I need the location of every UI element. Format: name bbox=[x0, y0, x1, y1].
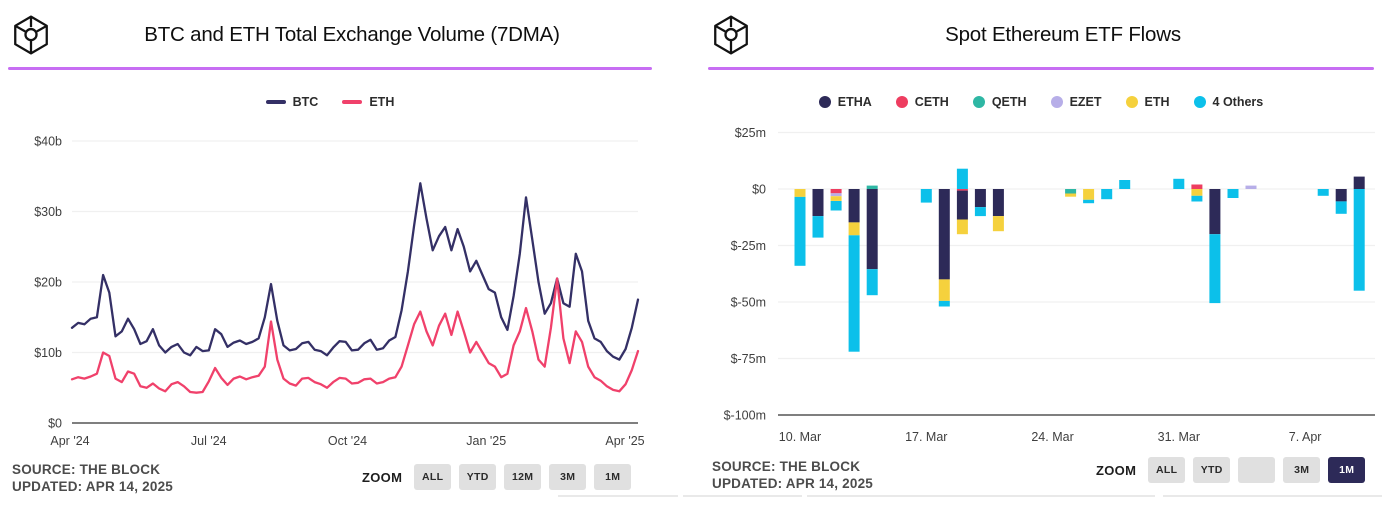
svg-text:$0: $0 bbox=[752, 183, 766, 197]
legend-dash-icon bbox=[265, 100, 286, 104]
legend-label: ETH bbox=[1144, 95, 1170, 109]
legend-item-ezet[interactable]: EZET bbox=[1050, 95, 1102, 109]
legend-dot-icon bbox=[895, 96, 908, 108]
zoom-button-all[interactable]: ALL bbox=[1148, 457, 1186, 483]
legend-item-btc[interactable]: BTC bbox=[265, 95, 319, 109]
right-zoom-controls: ZOOM ALL YTD 3M 1M bbox=[1096, 457, 1366, 483]
svg-text:$20b: $20b bbox=[34, 276, 62, 290]
right-zoom-label: ZOOM bbox=[1096, 462, 1137, 478]
svg-text:Apr '24: Apr '24 bbox=[50, 434, 89, 448]
right-header: Spot Ethereum ETF Flows bbox=[708, 8, 1374, 62]
legend-dash-icon bbox=[342, 100, 363, 104]
legend-label: 4 Others bbox=[1212, 95, 1264, 109]
zoom-button-12m[interactable]: 12M bbox=[504, 464, 542, 490]
panel-etf-flows: Spot Ethereum ETF Flows ETHA CETH QETH EZET… bbox=[700, 0, 1382, 509]
left-accent-rule bbox=[8, 67, 652, 70]
svg-text:Oct '24: Oct '24 bbox=[328, 434, 367, 448]
zoom-button-1m[interactable]: 1M bbox=[1328, 457, 1366, 483]
left-chart-legend: BTC ETH bbox=[0, 95, 660, 109]
legend-label: CETH bbox=[914, 95, 949, 109]
svg-text:$0: $0 bbox=[48, 417, 62, 431]
left-source: SOURCE: THE BLOCK UPDATED: APR 14, 2025 bbox=[12, 461, 173, 495]
left-zoom-controls: ZOOM ALL YTD 12M 3M 1M bbox=[362, 464, 632, 490]
right-chart-legend: ETHA CETH QETH EZET ETH 4 Others bbox=[700, 95, 1382, 109]
legend-dot-icon bbox=[972, 96, 985, 108]
etf-flows-bar-chart[interactable]: $25m $0 $-25m $-50m $-75m $-100m 10. Mar 17. Ma… bbox=[700, 118, 1382, 453]
right-chart-title: Spot Ethereum ETF Flows bbox=[945, 23, 1181, 46]
right-updated-line: UPDATED: APR 14, 2025 bbox=[712, 476, 873, 491]
svg-text:$10b: $10b bbox=[34, 346, 62, 360]
legend-dot-icon bbox=[1050, 96, 1063, 108]
svg-text:$25m: $25m bbox=[735, 126, 766, 140]
zoom-button-3m[interactable]: 3M bbox=[549, 464, 587, 490]
legend-item-4-others[interactable]: 4 Others bbox=[1193, 95, 1264, 109]
legend-item-qeth[interactable]: QETH bbox=[972, 95, 1027, 109]
next-row-card-border bbox=[1163, 495, 1382, 497]
legend-label: BTC bbox=[292, 95, 319, 109]
left-zoom-label: ZOOM bbox=[362, 469, 403, 485]
legend-label: ETHA bbox=[837, 95, 872, 109]
zoom-button-all[interactable]: ALL bbox=[414, 464, 452, 490]
the-block-logo-icon bbox=[14, 15, 48, 55]
legend-item-eth[interactable]: ETH bbox=[1125, 95, 1170, 109]
legend-label: EZET bbox=[1069, 95, 1102, 109]
left-header: BTC and ETH Total Exchange Volume (7DMA) bbox=[8, 8, 652, 62]
right-source-line: SOURCE: THE BLOCK bbox=[712, 459, 861, 474]
zoom-button-blank[interactable] bbox=[1238, 457, 1276, 483]
svg-text:7. Apr: 7. Apr bbox=[1289, 430, 1322, 444]
right-source: SOURCE: THE BLOCK UPDATED: APR 14, 2025 bbox=[712, 458, 873, 492]
svg-text:$-25m: $-25m bbox=[731, 239, 766, 253]
svg-text:17. Mar: 17. Mar bbox=[905, 430, 947, 444]
svg-text:Jan '25: Jan '25 bbox=[466, 434, 506, 448]
svg-text:$-75m: $-75m bbox=[731, 352, 766, 366]
svg-text:$-50m: $-50m bbox=[731, 296, 766, 310]
legend-item-eth[interactable]: ETH bbox=[342, 95, 394, 109]
svg-text:Apr '25: Apr '25 bbox=[605, 434, 644, 448]
zoom-button-3m[interactable]: 3M bbox=[1283, 457, 1321, 483]
legend-label: ETH bbox=[369, 95, 395, 109]
the-block-logo-icon bbox=[714, 15, 748, 55]
next-row-card-border bbox=[558, 495, 678, 497]
svg-text:24. Mar: 24. Mar bbox=[1031, 430, 1073, 444]
svg-text:Jul '24: Jul '24 bbox=[191, 434, 227, 448]
legend-dot-icon bbox=[1125, 96, 1138, 108]
zoom-button-ytd[interactable]: YTD bbox=[1193, 457, 1231, 483]
left-source-line: SOURCE: THE BLOCK bbox=[12, 462, 161, 477]
right-accent-rule bbox=[708, 67, 1374, 70]
legend-item-etha[interactable]: ETHA bbox=[818, 95, 872, 109]
zoom-button-1m[interactable]: 1M bbox=[594, 464, 632, 490]
panel-exchange-volume: BTC and ETH Total Exchange Volume (7DMA)… bbox=[0, 0, 660, 509]
svg-text:$40b: $40b bbox=[34, 135, 62, 149]
svg-text:$30b: $30b bbox=[34, 205, 62, 219]
svg-text:31. Mar: 31. Mar bbox=[1158, 430, 1200, 444]
left-chart-title: BTC and ETH Total Exchange Volume (7DMA) bbox=[144, 23, 560, 46]
legend-label: QETH bbox=[991, 95, 1027, 109]
legend-dot-icon bbox=[1193, 96, 1206, 108]
legend-dot-icon bbox=[818, 96, 831, 108]
svg-text:10. Mar: 10. Mar bbox=[779, 430, 821, 444]
left-updated-line: UPDATED: APR 14, 2025 bbox=[12, 479, 173, 494]
legend-item-ceth[interactable]: CETH bbox=[895, 95, 949, 109]
next-row-card-border bbox=[807, 495, 1155, 497]
next-row-card-border bbox=[683, 495, 802, 497]
exchange-volume-line-chart[interactable]: $40b $30b $20b $10b $0 Apr '24 Jul '24 Oct '24 J… bbox=[0, 118, 660, 453]
zoom-button-ytd[interactable]: YTD bbox=[459, 464, 497, 490]
svg-text:$-100m: $-100m bbox=[724, 409, 766, 423]
